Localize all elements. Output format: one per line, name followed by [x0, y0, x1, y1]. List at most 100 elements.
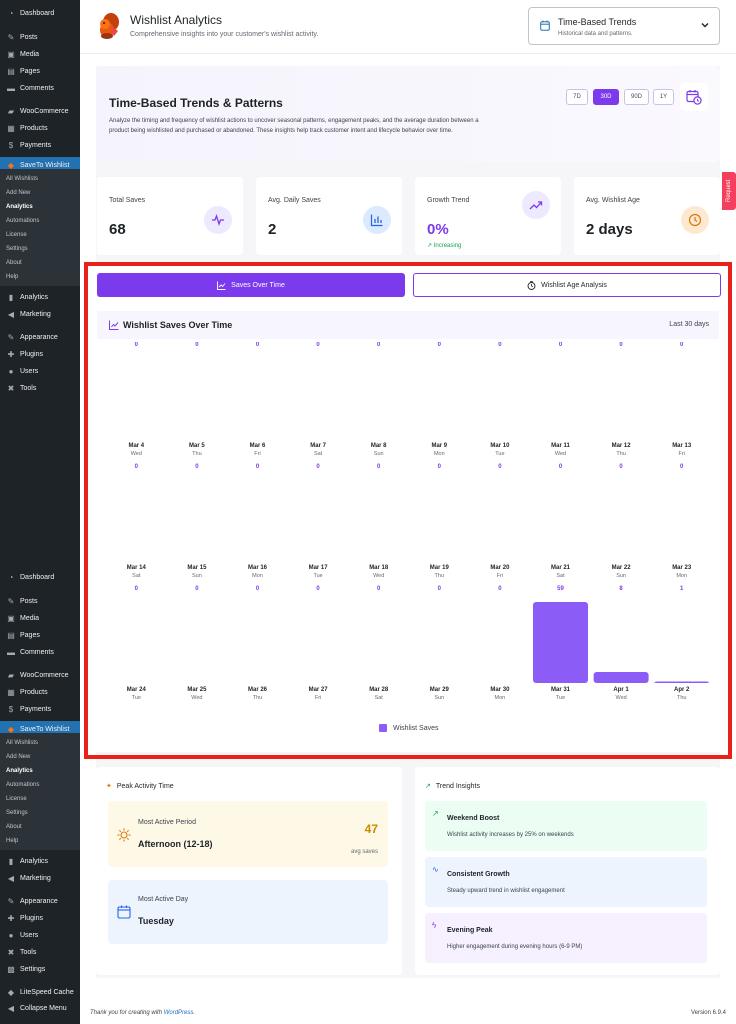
x-tick-label: Mar 29	[430, 687, 450, 693]
legend-label: Wishlist Saves	[393, 724, 439, 732]
plugin-icon: ✚	[7, 350, 15, 359]
period-count: 47	[364, 822, 378, 836]
submenu-background	[0, 733, 80, 850]
sidebar-item-settings[interactable]: ▩ Settings	[0, 961, 80, 978]
x-tick-weekday: Wed	[555, 451, 566, 457]
tools-icon: ✖	[7, 384, 15, 393]
sidebar-item-collapse-menu[interactable]: ◀ Collapse Menu	[0, 1000, 80, 1017]
collapse-icon: ◀	[7, 1004, 15, 1013]
submenu-item-help[interactable]: Help	[6, 838, 19, 844]
x-tick-label: Mar 20	[490, 565, 510, 571]
sidebar-item-users[interactable]: ● Users	[0, 363, 80, 380]
chart-legend[interactable]: Wishlist Saves	[379, 724, 439, 732]
submenu-item-settings[interactable]: Settings	[6, 246, 28, 252]
x-tick-label: Mar 7	[310, 443, 326, 449]
submenu-item-license[interactable]: License	[6, 232, 27, 238]
peak-title-text: Peak Activity Time	[116, 782, 174, 790]
sidebar-item-tools[interactable]: ✖ Tools	[0, 380, 80, 397]
x-tick-label: Mar 28	[369, 687, 389, 693]
data-label: 0	[498, 586, 502, 592]
sidebar-item-tools[interactable]: ✖ Tools	[0, 944, 80, 961]
sidebar-item-media[interactable]: ▣ Media	[0, 46, 80, 63]
wordpress-link[interactable]: WordPress	[163, 1010, 194, 1016]
sidebar-item-plugins[interactable]: ✚ Plugins	[0, 346, 80, 363]
bar-chart-icon	[363, 206, 391, 234]
submenu-item-automations[interactable]: Automations	[6, 782, 40, 788]
sidebar-item-woocommerce[interactable]: ▰ WooCommerce	[0, 667, 80, 684]
sidebar-item-products[interactable]: ▦ Products	[0, 120, 80, 137]
sidebar-item-appearance[interactable]: ✎ Appearance	[0, 329, 80, 346]
x-tick-label: Mar 9	[431, 443, 447, 449]
x-tick-label: Mar 21	[551, 565, 571, 571]
bar[interactable]	[533, 602, 588, 683]
range-7d-button[interactable]: 7D	[566, 89, 588, 105]
submenu-item-add-new[interactable]: Add New	[6, 190, 31, 196]
sidebar-item-analytics[interactable]: ▮ Analytics	[0, 289, 80, 306]
tab-wishlist-age-analysis[interactable]: Wishlist Age Analysis	[413, 273, 721, 297]
submenu-item-license[interactable]: License	[6, 796, 27, 802]
submenu-item-analytics[interactable]: Analytics	[6, 768, 33, 774]
sidebar-item-users[interactable]: ● Users	[0, 927, 80, 944]
line-chart-icon	[109, 320, 119, 330]
sidebar-item-dashboard[interactable]: ◔ Dashboard	[0, 569, 80, 586]
sidebar-item-appearance[interactable]: ✎ Appearance	[0, 893, 80, 910]
x-tick-weekday: Sat	[556, 573, 565, 579]
data-label: 0	[316, 586, 320, 592]
data-label: 0	[619, 464, 623, 470]
sidebar-item-label: Settings	[20, 966, 46, 973]
submenu-item-automations[interactable]: Automations	[6, 218, 40, 224]
hero-title: Time-Based Trends & Patterns	[109, 96, 283, 110]
submenu-item-analytics[interactable]: Analytics	[6, 204, 33, 210]
data-label: 0	[438, 464, 442, 470]
tab-label: Wishlist Age Analysis	[541, 281, 607, 289]
page-subtitle: Comprehensive insights into your custome…	[130, 31, 319, 38]
data-label: 0	[256, 342, 260, 348]
sidebar-item-marketing[interactable]: ◀ Marketing	[0, 306, 80, 323]
range-90d-button[interactable]: 90D	[624, 89, 649, 105]
submenu-item-all-wishlists[interactable]: All Wishlists	[6, 740, 39, 746]
submenu-item-about[interactable]: About	[6, 260, 22, 266]
data-label: 0	[498, 464, 502, 470]
submenu-item-help[interactable]: Help	[6, 274, 19, 280]
custom-range-button[interactable]	[680, 83, 708, 111]
growth-note: ↗ Increasing	[427, 242, 461, 249]
submenu-item-add-new[interactable]: Add New	[6, 754, 31, 760]
range-1y-button[interactable]: 1Y	[653, 89, 674, 105]
footer-version: Version 6.9.4	[690, 1010, 726, 1016]
submenu-item-all-wishlists[interactable]: All Wishlists	[6, 176, 39, 182]
sidebar-item-payments[interactable]: $ Payments	[0, 137, 80, 154]
bar[interactable]	[593, 672, 649, 683]
insight-weekend-boost: ↗ Weekend Boost Wishlist activity increa…	[425, 801, 707, 851]
footer-thanks-end: .	[193, 1010, 196, 1016]
stat-label: Growth Trend	[427, 197, 470, 204]
sidebar-item-dashboard[interactable]: ◔ Dashboard	[0, 5, 80, 22]
sidebar-item-posts[interactable]: ✎ Posts	[0, 593, 80, 610]
sidebar-item-posts[interactable]: ✎ Posts	[0, 29, 80, 46]
sidebar-item-payments[interactable]: $ Payments	[0, 701, 80, 718]
sidebar-item-comments[interactable]: ▬ Comments	[0, 644, 80, 661]
sidebar-item-marketing[interactable]: ◀ Marketing	[0, 870, 80, 887]
sidebar-item-woocommerce[interactable]: ▰ WooCommerce	[0, 103, 80, 120]
sidebar-item-litespeed-cache[interactable]: ◆ LiteSpeed Cache	[0, 984, 80, 1001]
sidebar-item-products[interactable]: ▦ Products	[0, 684, 80, 701]
sidebar-item-comments[interactable]: ▬ Comments	[0, 80, 80, 97]
sun-icon	[117, 828, 131, 842]
sidebar-item-pages[interactable]: ▤ Pages	[0, 63, 80, 80]
view-selector-dropdown[interactable]: Time-Based Trends Historical data and pa…	[528, 7, 720, 45]
x-tick-label: Mar 25	[187, 687, 207, 693]
bar[interactable]	[654, 681, 710, 684]
range-30d-button[interactable]: 30D	[593, 89, 619, 105]
pages-icon: ▤	[7, 67, 15, 76]
sidebar-item-pages[interactable]: ▤ Pages	[0, 627, 80, 644]
sidebar-item-media[interactable]: ▣ Media	[0, 610, 80, 627]
sidebar-item-analytics[interactable]: ▮ Analytics	[0, 853, 80, 870]
x-tick-weekday: Mon	[252, 573, 263, 579]
sidebar-item-plugins[interactable]: ✚ Plugins	[0, 910, 80, 927]
sidebar-item-label: WooCommerce	[20, 672, 69, 679]
tab-saves-over-time[interactable]: Saves Over Time	[97, 273, 405, 297]
submenu-item-about[interactable]: About	[6, 824, 22, 830]
request-tab[interactable]: Request	[722, 172, 736, 210]
chevron-down-icon	[701, 23, 709, 28]
x-tick-weekday: Fri	[497, 573, 503, 579]
submenu-item-settings[interactable]: Settings	[6, 810, 28, 816]
